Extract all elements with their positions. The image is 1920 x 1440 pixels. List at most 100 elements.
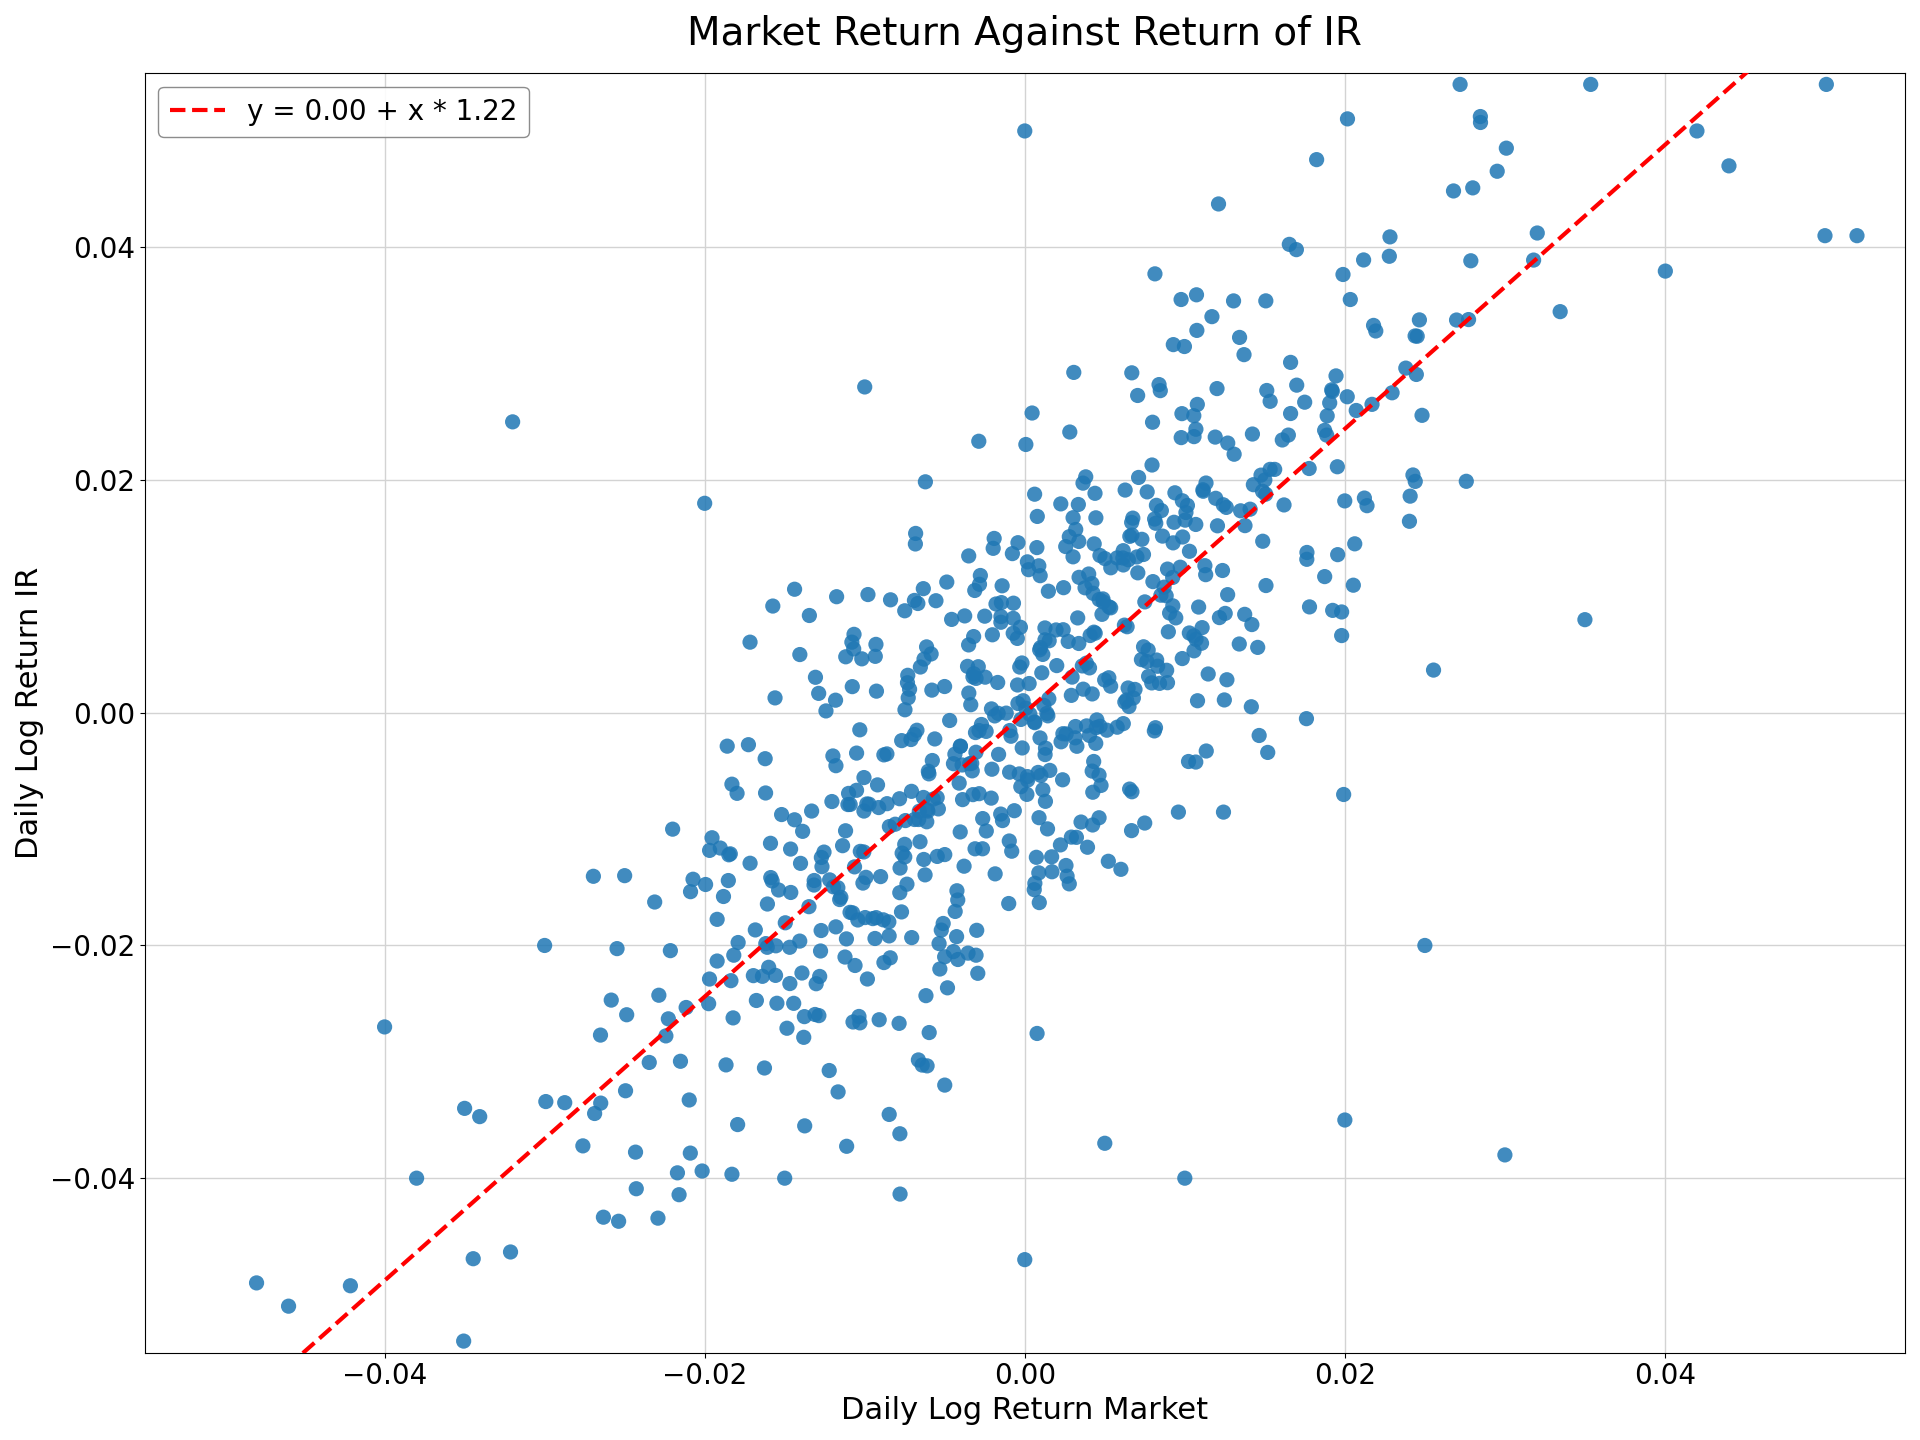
Point: [833, 793, 864, 816]
Point: [770, 912, 801, 935]
Point: [1110, 690, 1140, 713]
Point: [962, 919, 993, 942]
Point: [1148, 576, 1179, 599]
Point: [987, 809, 1018, 832]
Point: [912, 811, 943, 834]
Point: [979, 704, 1010, 727]
Point: [1146, 500, 1177, 523]
Point: [710, 1054, 741, 1077]
Point: [900, 533, 931, 556]
Point: [912, 1054, 943, 1077]
Point: [1250, 482, 1281, 505]
Point: [876, 589, 906, 612]
Point: [693, 992, 724, 1015]
Point: [1006, 736, 1037, 759]
Point: [714, 844, 745, 867]
Point: [449, 1097, 480, 1120]
Point: [1144, 672, 1175, 696]
Point: [887, 841, 918, 864]
Point: [835, 793, 866, 816]
Point: [910, 471, 941, 494]
Point: [1077, 572, 1108, 595]
Point: [747, 965, 778, 988]
Point: [1208, 559, 1238, 582]
Point: [760, 935, 791, 958]
Point: [1212, 432, 1242, 455]
Point: [643, 1207, 674, 1230]
Point: [991, 701, 1021, 724]
Point: [895, 729, 925, 752]
Point: [620, 1178, 651, 1201]
Point: [908, 648, 939, 671]
Point: [945, 734, 975, 757]
Point: [899, 808, 929, 831]
Point: [889, 845, 920, 868]
Point: [1062, 734, 1092, 757]
Point: [993, 891, 1023, 914]
Point: [1409, 935, 1440, 958]
Point: [714, 842, 745, 865]
Point: [695, 840, 726, 863]
Point: [1158, 595, 1188, 618]
Point: [860, 927, 891, 950]
Point: [1094, 675, 1125, 698]
Point: [956, 693, 987, 716]
Point: [242, 1272, 273, 1295]
Point: [1158, 531, 1188, 554]
Point: [843, 1005, 874, 1028]
Point: [1071, 652, 1102, 675]
Point: [1181, 284, 1212, 307]
Point: [1236, 696, 1267, 719]
Point: [839, 953, 870, 976]
Point: [1092, 850, 1123, 873]
Point: [1348, 249, 1379, 272]
Point: [964, 429, 995, 452]
Point: [1202, 514, 1233, 537]
Point: [1210, 688, 1240, 711]
Point: [1046, 730, 1077, 753]
Point: [891, 809, 922, 832]
Point: [1027, 642, 1058, 665]
Point: [833, 782, 864, 805]
Point: [1137, 570, 1167, 593]
Point: [1010, 697, 1041, 720]
Point: [1442, 308, 1473, 331]
Point: [1023, 638, 1054, 661]
Point: [916, 642, 947, 665]
Point: [1106, 858, 1137, 881]
Point: [1020, 711, 1050, 734]
Point: [1204, 606, 1235, 629]
Point: [1127, 528, 1158, 552]
Point: [776, 838, 806, 861]
Point: [954, 752, 985, 775]
Point: [1116, 361, 1146, 384]
Point: [1375, 245, 1405, 268]
Point: [1165, 288, 1196, 311]
Point: [998, 799, 1029, 822]
Point: [914, 1021, 945, 1044]
Point: [1329, 783, 1359, 806]
Point: [975, 786, 1006, 809]
Point: [1056, 684, 1087, 707]
Point: [1023, 760, 1054, 783]
Point: [334, 1274, 365, 1297]
Point: [369, 1015, 399, 1038]
Point: [1025, 765, 1056, 788]
Point: [1125, 648, 1156, 671]
Point: [948, 605, 979, 628]
Point: [1050, 723, 1081, 746]
Point: [960, 837, 991, 860]
Point: [447, 1329, 478, 1352]
Point: [1546, 300, 1576, 323]
Point: [958, 665, 989, 688]
Point: [970, 605, 1000, 628]
Point: [1183, 596, 1213, 619]
Point: [1452, 469, 1482, 492]
Point: [1402, 324, 1432, 347]
Point: [753, 936, 783, 959]
Point: [927, 912, 958, 935]
Point: [985, 802, 1016, 825]
Point: [733, 733, 764, 756]
Point: [837, 1011, 868, 1034]
Point: [1398, 464, 1428, 487]
